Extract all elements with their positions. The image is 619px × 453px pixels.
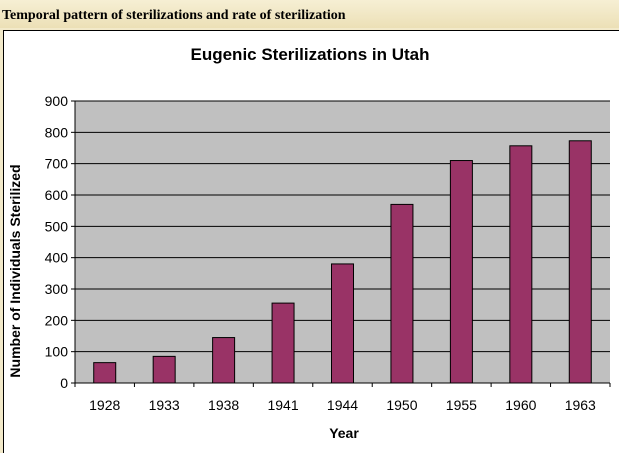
y-tick-label: 0 [60, 375, 68, 391]
y-axis-label: Number of Individuals Sterilized [7, 164, 23, 377]
bar-1955 [449, 160, 473, 384]
figure-caption: Temporal pattern of sterilizations and r… [2, 8, 346, 23]
x-tick-label: 1963 [565, 397, 596, 413]
x-tick-label: 1941 [267, 397, 298, 413]
chart-panel: Eugenic Sterilizations in Utah 0 100 200 30… [3, 30, 619, 453]
bar-1941 [271, 302, 295, 384]
chart-title: Eugenic Sterilizations in Utah [190, 45, 430, 64]
bar-1960 [509, 145, 533, 384]
caption-bar: Temporal pattern of sterilizations and r… [0, 0, 619, 28]
x-tick-label: 1960 [505, 397, 536, 413]
y-tick-label: 900 [45, 93, 69, 109]
x-tick-label: 1933 [149, 397, 180, 413]
x-tick-label: 1938 [208, 397, 239, 413]
bar-1944 [331, 263, 354, 384]
x-tick-label: 1955 [446, 397, 477, 413]
y-tick-label: 700 [45, 156, 69, 172]
y-tick-label: 100 [45, 344, 69, 360]
y-tick-label: 600 [45, 187, 69, 203]
x-tick-label: 1928 [89, 397, 120, 413]
bar-1928 [93, 362, 117, 384]
bar-1963 [568, 140, 592, 384]
x-tick-label: 1950 [386, 397, 417, 413]
bar-1950 [390, 203, 414, 384]
y-tick-label: 500 [45, 218, 69, 234]
bar-chart: 0 100 200 300 400 500 600 700 800 900 1928 1933 1938… [7, 93, 611, 441]
y-tick-label: 300 [45, 281, 69, 297]
y-tick-label: 800 [45, 124, 69, 140]
bar-1933 [152, 355, 176, 384]
x-tick-label: 1944 [327, 397, 358, 413]
y-tick-label: 200 [45, 312, 69, 328]
y-tick-label: 400 [45, 250, 69, 266]
x-axis-label: Year [329, 425, 359, 441]
bar-1938 [212, 337, 236, 384]
